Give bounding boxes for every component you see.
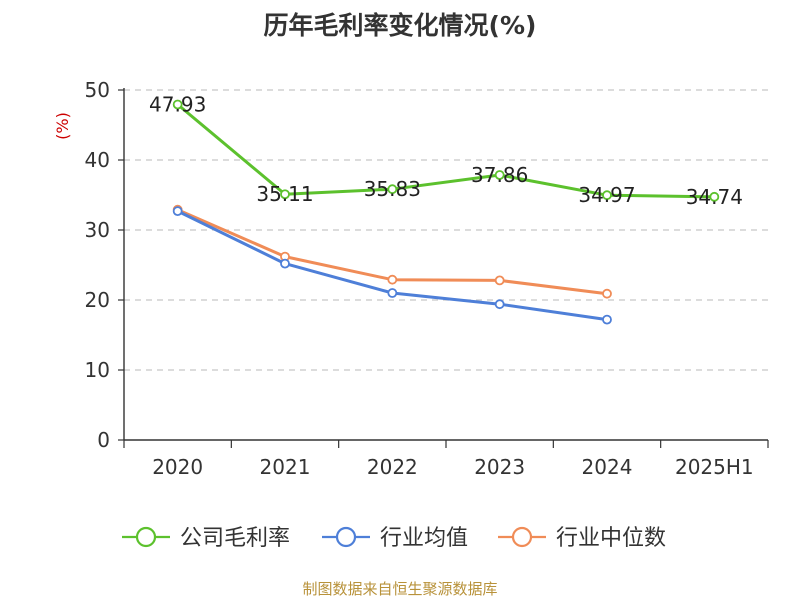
x-tick-label: 2024	[582, 455, 633, 479]
chart-source: 制图数据来自恒生聚源数据库	[302, 580, 498, 598]
data-label: 35.11	[256, 182, 313, 206]
chart-title: 历年毛利率变化情况(%)	[263, 11, 537, 40]
data-label-layer: 47.93 35.11 35.83 37.86 34.97 34.74	[149, 92, 743, 208]
x-tick-label: 2023	[474, 455, 525, 479]
x-tick-label: 2021	[260, 455, 311, 479]
data-label: 47.93	[149, 92, 206, 116]
y-tick-label: 0	[97, 428, 110, 452]
data-point	[387, 288, 398, 298]
x-tick-label: 2020	[152, 455, 203, 479]
legend-label: 行业中位数	[556, 526, 666, 551]
data-point	[387, 184, 398, 195]
data-point	[494, 170, 505, 180]
y-axis-title: (%)	[53, 112, 72, 140]
data-label: 37.86	[471, 163, 528, 187]
data-point	[602, 190, 612, 201]
y-tick-label: 10	[85, 358, 110, 382]
data-label: 35.83	[364, 177, 421, 201]
x-tick-label: 2022	[367, 455, 418, 479]
y-tick-label: 30	[85, 218, 110, 242]
data-point	[172, 206, 183, 217]
data-label: 34.97	[578, 183, 635, 207]
data-point	[280, 189, 290, 200]
series-line	[177, 209, 608, 322]
data-point	[602, 288, 612, 299]
legend-marker-icon	[335, 526, 357, 548]
data-point	[602, 314, 612, 325]
y-tick-label: 40	[85, 148, 110, 172]
y-tick-label: 50	[85, 78, 110, 102]
series-line	[176, 103, 715, 199]
legend-marker-icon	[135, 526, 157, 548]
legend-label: 公司毛利率	[180, 526, 290, 551]
data-point	[280, 258, 290, 269]
data-label: 34.74	[686, 185, 743, 209]
y-tick-label: 20	[85, 288, 110, 312]
data-point	[494, 275, 505, 286]
legend-marker-icon	[511, 526, 533, 548]
x-tick-label: 2025H1	[675, 455, 754, 479]
data-point	[172, 99, 183, 110]
series-layer	[172, 99, 720, 325]
axis-layer: 0 10 20 30 40 50 (%) 2020 2021 2022 2023 2024 2025H1	[53, 78, 769, 479]
data-point	[494, 299, 505, 310]
data-point	[387, 274, 398, 285]
legend-label: 行业均值	[380, 526, 468, 551]
legend: 公司毛利率 行业均值 行业中位数	[122, 526, 666, 551]
data-point	[709, 191, 720, 202]
